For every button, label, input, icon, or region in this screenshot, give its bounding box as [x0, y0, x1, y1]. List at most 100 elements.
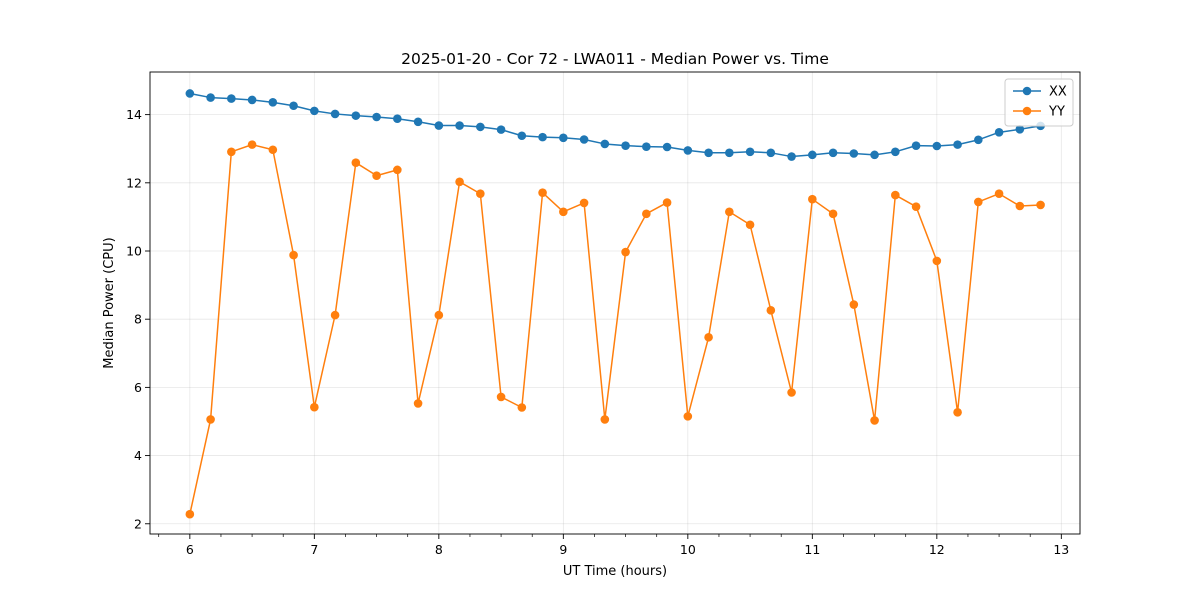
data-point-yy [911, 202, 921, 211]
data-point-xx [310, 106, 319, 116]
y-tick-label: 2 [134, 516, 142, 531]
data-point-xx [600, 139, 610, 149]
data-point-yy [849, 300, 859, 309]
data-point-xx [393, 114, 402, 124]
y-tick-label: 10 [126, 244, 142, 259]
data-point-xx [849, 149, 859, 158]
data-point-xx [268, 98, 278, 107]
data-point-yy [828, 209, 838, 219]
data-point-xx [227, 94, 236, 103]
data-point-xx [579, 135, 589, 144]
data-point-yy [538, 188, 547, 197]
data-point-yy [725, 207, 734, 217]
data-point-yy [953, 407, 962, 417]
data-point-xx [994, 128, 1004, 137]
legend: XX YY [1004, 78, 1074, 127]
legend-label-xx: XX [1049, 85, 1067, 100]
x-tick-label: 11 [804, 542, 820, 557]
data-point-xx [621, 141, 630, 150]
data-point-yy [766, 306, 776, 315]
data-point-yy [600, 415, 610, 424]
y-tick-label: 12 [126, 175, 142, 190]
data-point-yy [1015, 201, 1025, 211]
data-point-yy [310, 402, 319, 412]
data-point-xx [434, 121, 444, 130]
data-point-yy [434, 310, 444, 320]
data-point-xx [455, 121, 464, 130]
y-tick-label: 14 [126, 107, 142, 122]
data-point-yy [974, 197, 983, 207]
data-point-yy [745, 220, 755, 230]
data-point-xx [828, 148, 838, 158]
data-point-xx [330, 109, 340, 119]
data-point-xx [372, 112, 381, 122]
data-point-xx [704, 148, 713, 158]
data-point-xx [725, 148, 734, 158]
data-point-xx [351, 111, 361, 120]
ticks: 6 7 8 9 10 11 12 13 2 4 6 8 10 12 14 [126, 107, 1069, 557]
data-point-yy [206, 415, 215, 424]
legend-label-yy: YY [1048, 105, 1065, 120]
data-point-xx [808, 150, 817, 160]
data-point-yy [559, 207, 568, 217]
data-point-yy [496, 392, 506, 402]
y-tick-label: 6 [134, 380, 142, 395]
data-point-yy [932, 256, 942, 266]
data-point-xx [206, 93, 215, 102]
x-tick-label: 7 [310, 542, 318, 557]
data-point-xx [496, 125, 506, 134]
x-tick-label: 12 [929, 542, 945, 557]
data-point-xx [1015, 124, 1025, 134]
data-point-yy [1036, 200, 1045, 210]
data-point-yy [476, 189, 485, 199]
data-point-yy [787, 388, 796, 397]
data-point-xx [870, 150, 879, 160]
data-point-yy [683, 412, 693, 421]
data-point-xx [683, 146, 693, 155]
data-point-yy [642, 209, 651, 219]
x-axis-label: UT Time (hours) [563, 564, 667, 579]
data-point-yy [247, 140, 257, 149]
data-point-xx [974, 135, 983, 145]
data-point-xx [891, 147, 900, 157]
data-point-xx [662, 142, 672, 152]
legend-marker-yy [1022, 106, 1032, 116]
data-point-yy [704, 332, 713, 342]
data-point-yy [185, 509, 195, 519]
data-point-xx [911, 141, 921, 150]
data-point-xx [476, 122, 485, 132]
data-point-yy [268, 145, 278, 155]
grid [150, 72, 1080, 534]
data-point-yy [330, 310, 340, 320]
y-axis-label: Median Power (CPU) [102, 237, 117, 368]
data-point-yy [289, 250, 298, 260]
data-point-xx [538, 132, 547, 142]
chart-title: 2025-01-20 - Cor 72 - LWA011 - Median Po… [401, 50, 829, 68]
data-point-xx [517, 131, 527, 141]
data-point-yy [517, 403, 527, 412]
data-point-yy [621, 247, 630, 257]
data-point-yy [413, 399, 423, 408]
data-point-yy [994, 189, 1004, 199]
data-point-xx [559, 133, 568, 143]
x-tick-label: 8 [435, 542, 443, 557]
data-point-yy [579, 198, 589, 208]
data-point-xx [289, 101, 298, 111]
data-point-yy [351, 158, 361, 167]
series-yy [185, 140, 1045, 519]
data-point-xx [247, 95, 257, 105]
plot-frame [149, 71, 1081, 535]
x-tick-label: 9 [559, 542, 567, 557]
data-point-xx [953, 140, 962, 149]
x-tick-label: 10 [680, 542, 696, 557]
data-point-yy [662, 198, 672, 207]
data-point-yy [870, 416, 879, 425]
series-xx [185, 89, 1045, 161]
data-point-xx [185, 89, 195, 98]
data-point-yy [455, 177, 464, 187]
data-point-xx [932, 141, 942, 151]
data-point-yy [891, 190, 900, 200]
data-point-xx [766, 148, 776, 158]
